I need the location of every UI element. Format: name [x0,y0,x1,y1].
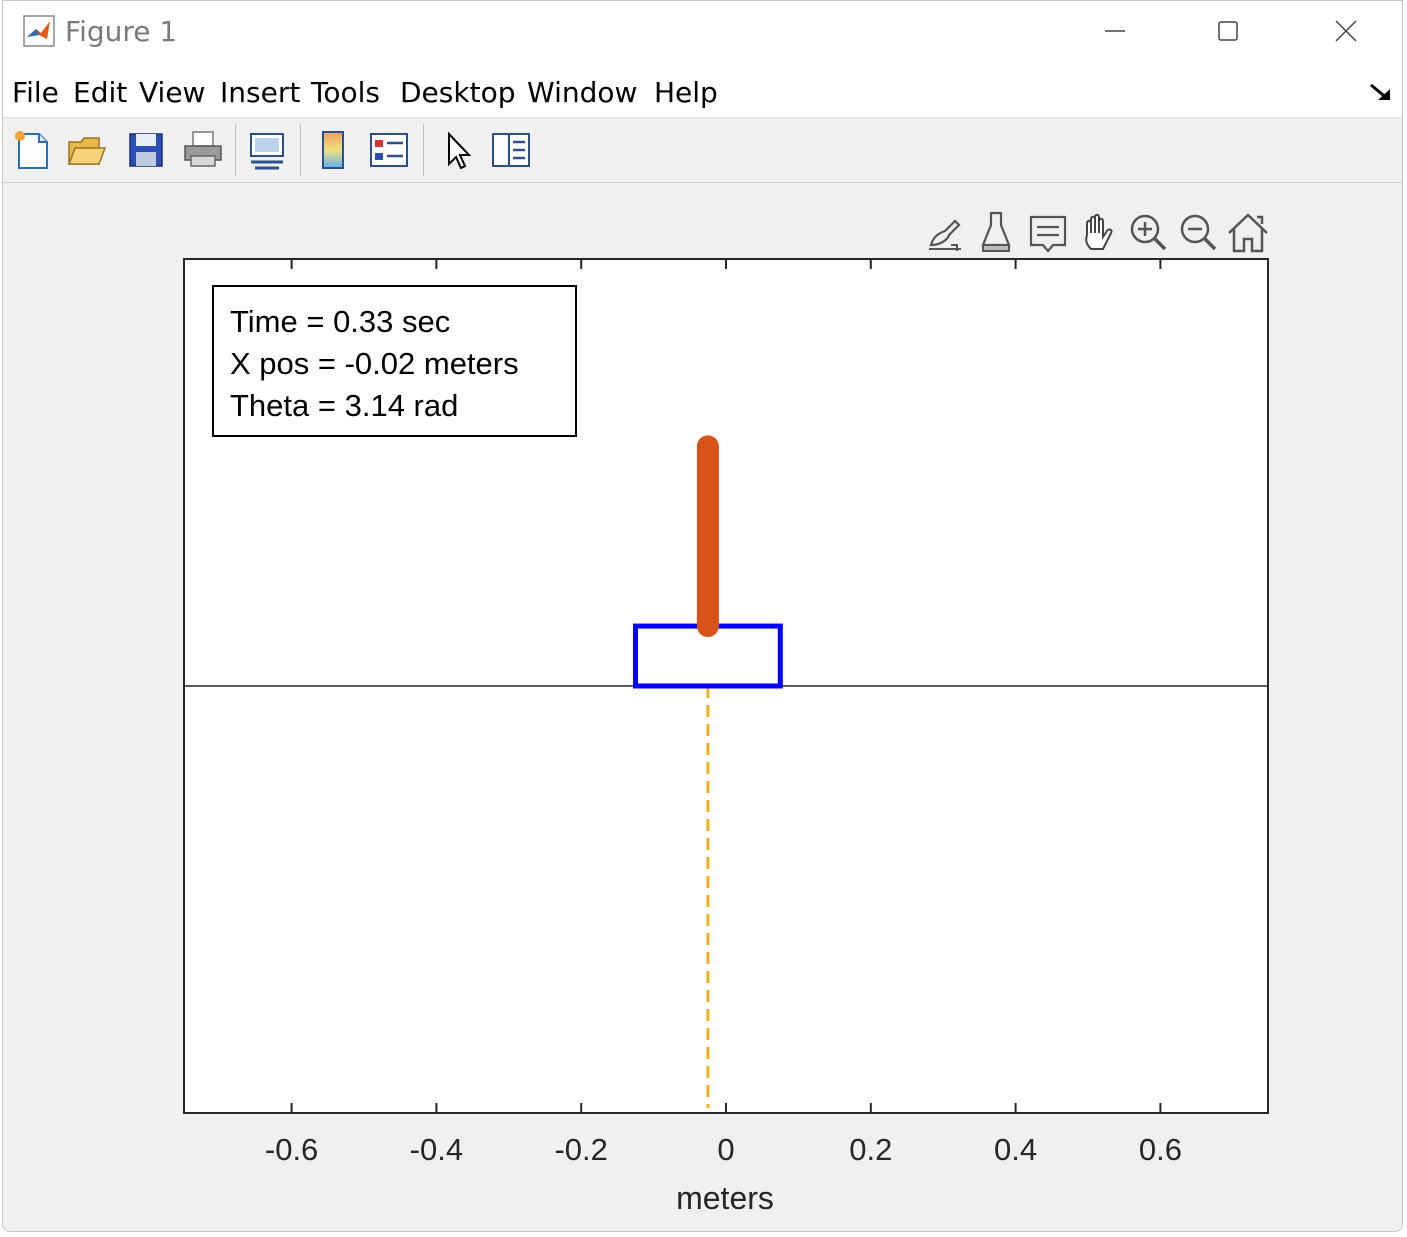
menu-insert[interactable]: Insert [220,76,301,109]
dock-arrow-icon[interactable] [1368,81,1394,105]
data-tips-icon[interactable] [1025,209,1071,257]
menu-edit[interactable]: Edit [73,76,128,109]
maximize-button[interactable] [1199,11,1255,51]
pan-hand-icon[interactable] [1075,209,1121,257]
menu-help[interactable]: Help [654,76,718,109]
maximize-icon [1218,21,1238,41]
menu-desktop[interactable]: Desktop [400,76,516,109]
brush-data-icon[interactable] [921,209,967,257]
x-tick-label: 0.6 [1138,1132,1182,1167]
close-icon [1335,20,1357,42]
zoom-out-icon[interactable] [1175,209,1221,257]
axes-toolbar [921,209,1273,259]
x-tick-label: -0.6 [264,1132,319,1167]
x-tick-label: -0.2 [554,1132,608,1167]
save-icon[interactable] [124,128,168,172]
colorbar-icon[interactable] [311,128,355,172]
menu-bar: File Edit View Insert Tools Desktop Wind… [3,63,1402,117]
window-title: Figure 1 [65,15,178,48]
toolbar-separator [235,124,236,176]
new-figure-icon[interactable] [11,128,55,172]
title-bar[interactable]: Figure 1 [3,1,1402,63]
data-cursor-icon[interactable] [973,209,1019,257]
time-readout: Time = 0.33 sec [230,304,451,339]
matlab-logo-icon [23,15,55,47]
x-axis-label: meters [676,1180,774,1216]
minimize-icon [1105,30,1125,32]
x-tick-label: 0.4 [994,1132,1038,1167]
toolbar-separator [423,124,424,176]
menu-view[interactable]: View [139,76,206,109]
link-plot-icon[interactable] [245,128,289,172]
close-button[interactable] [1316,11,1372,51]
x-tick-label: 0.2 [849,1132,893,1167]
info-annotation-box: Time = 0.33 sec X pos = -0.02 meters The… [212,285,577,437]
figure-toolbar [3,117,1402,183]
menu-file[interactable]: File [12,76,59,109]
menu-window[interactable]: Window [527,76,638,109]
menu-tools[interactable]: Tools [311,76,380,109]
zoom-in-icon[interactable] [1125,209,1171,257]
x-position-readout: X pos = -0.02 meters [230,346,519,381]
toolbar-separator [300,124,301,176]
x-tick-label: -0.4 [409,1132,464,1167]
edit-plot-arrow-icon[interactable] [435,128,479,172]
home-icon[interactable] [1225,209,1271,257]
minimize-button[interactable] [1085,11,1141,51]
axis-ticks [290,259,1162,1113]
open-file-icon[interactable] [65,128,109,172]
print-icon[interactable] [181,128,225,172]
property-inspector-icon[interactable] [489,128,533,172]
legend-icon[interactable] [367,128,411,172]
x-tick-label: 0 [717,1132,735,1167]
theta-readout: Theta = 3.14 rad [230,388,459,423]
